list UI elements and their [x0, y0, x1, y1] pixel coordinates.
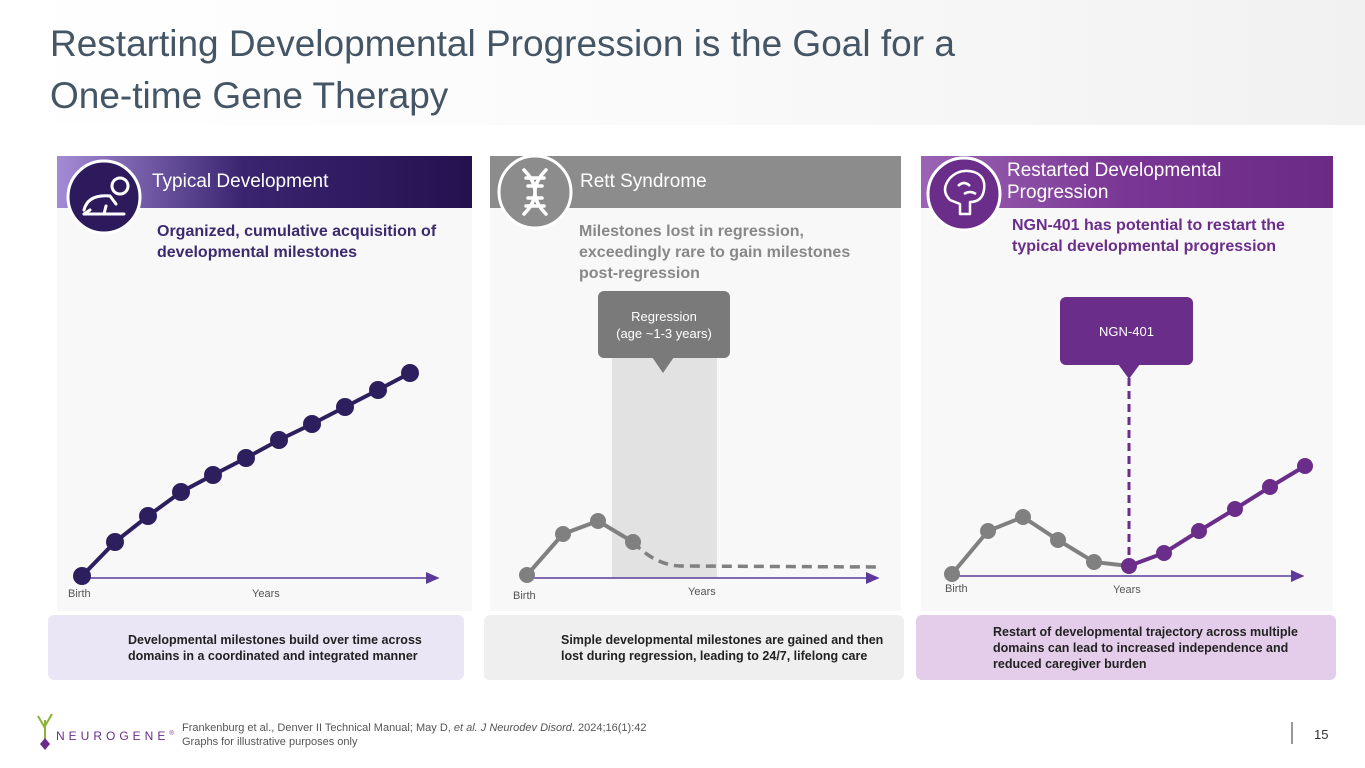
trend-line	[944, 458, 1313, 582]
panel-title: Restarted Developmental Progression	[1007, 160, 1222, 203]
logo-icon	[37, 713, 53, 750]
callout-line: NGN-401	[1099, 323, 1154, 339]
axis-end: Years	[252, 588, 280, 600]
citation: Frankenburg et al., Denver II Technical …	[182, 721, 647, 735]
callout: Regression (age ~1-3 years)	[598, 291, 730, 358]
brain-icon	[926, 156, 1002, 232]
note-text: Developmental milestones build over time…	[128, 632, 422, 663]
callout-line: Regression	[631, 308, 697, 324]
panel-title: Typical Development	[152, 171, 329, 192]
note-box: Restart of developmental trajectory acro…	[916, 615, 1336, 680]
axis-start: Birth	[68, 588, 91, 600]
logo-text: NEUROGENE®	[56, 729, 174, 743]
disclaimer: Graphs for illustrative purposes only	[182, 736, 358, 748]
title-band	[0, 0, 1365, 125]
callout-box	[1060, 297, 1193, 365]
trend-line	[519, 513, 881, 583]
dna-icon	[497, 154, 573, 230]
callout: NGN-401	[1060, 297, 1193, 365]
citation-italic: et al. J Neurodev Disord	[453, 722, 572, 734]
axis-end: Years	[1113, 584, 1141, 596]
note-text: Simple developmental milestones are gain…	[561, 632, 884, 663]
callout-box	[598, 291, 730, 358]
citation-part: Frankenburg et al., Denver II Technical …	[182, 722, 454, 734]
panel-title: Rett Syndrome	[580, 171, 707, 192]
page-number: 15	[1314, 727, 1329, 742]
axis-start: Birth	[513, 590, 536, 602]
callout-line: (age ~1-3 years)	[616, 325, 712, 341]
panel-subtitle: Milestones lost in regression, exceeding…	[579, 223, 851, 282]
callout-pointer	[1118, 364, 1140, 379]
logo-mark: ®	[169, 731, 174, 737]
slide-title: Restarting Developmental Progression is …	[50, 23, 955, 116]
note-box: Simple developmental milestones are gain…	[484, 615, 904, 680]
panel-subtitle: Organized, cumulative acquisition of dev…	[157, 223, 437, 261]
baby-icon	[66, 159, 142, 235]
axis-start: Birth	[945, 583, 968, 595]
callout-pointer	[652, 357, 674, 373]
note-box: Developmental milestones build over time…	[48, 615, 464, 680]
citation-part: . 2024;16(1):42	[571, 722, 647, 734]
panel-subtitle: NGN-401 has potential to restart the typ…	[1012, 217, 1285, 255]
footnote: Frankenburg et al., Denver II Technical …	[182, 721, 647, 749]
note-text: Restart of developmental trajectory acro…	[993, 624, 1298, 671]
axis-end: Years	[688, 586, 716, 598]
logo-name: NEUROGENE	[56, 729, 170, 743]
trend-line	[73, 364, 419, 585]
